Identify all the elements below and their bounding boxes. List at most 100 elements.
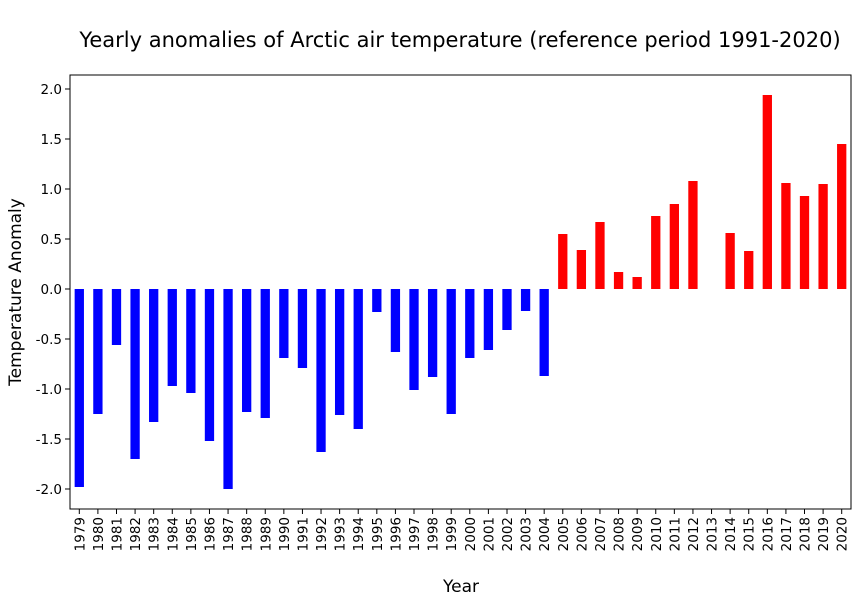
bar-1985 <box>186 289 196 393</box>
bar-1988 <box>242 289 252 412</box>
x-tick-label: 1985 <box>184 517 200 551</box>
bar-1994 <box>353 289 363 429</box>
bar-1986 <box>204 289 215 441</box>
bar-2015 <box>744 251 754 289</box>
x-tick-label: 1982 <box>128 517 144 551</box>
x-tick-label: 1996 <box>388 517 404 551</box>
x-tick-label: 1990 <box>277 517 293 551</box>
bar-2018 <box>799 196 810 289</box>
bar-1987 <box>223 289 233 489</box>
x-tick-label: 1988 <box>240 517 256 551</box>
x-tick-label: 2006 <box>574 517 590 551</box>
x-tick-label: 1995 <box>370 517 386 551</box>
plot-frame <box>69 74 852 510</box>
bar-1981 <box>111 289 122 345</box>
bar-2001 <box>483 289 494 350</box>
y-ticks-group: -2.0 -1.5 -1.0 -0.5 0.0 0.5 1.0 1.5 2.0 <box>36 82 70 498</box>
bar-1991 <box>297 289 308 368</box>
bar-1984 <box>167 289 177 386</box>
bar-2003 <box>520 289 531 311</box>
bar-1993 <box>334 289 345 415</box>
y-tick-label: 1.0 <box>41 182 62 198</box>
x-tick-label: 1993 <box>333 517 349 551</box>
x-tick-label: 1984 <box>165 517 181 551</box>
bar-2002 <box>502 289 512 330</box>
x-tick-label: 2009 <box>630 517 646 551</box>
x-tick-label: 1992 <box>314 517 330 551</box>
bar-1999 <box>446 289 456 414</box>
bar-2008 <box>613 272 624 289</box>
x-tick-label: 2001 <box>481 517 497 551</box>
x-ticks-group: 1979 1980 1981 1982 1983 1984 1985 1986 1987 1988… <box>72 509 851 551</box>
bar-2019 <box>818 184 828 289</box>
bar-2011 <box>669 204 679 289</box>
bar-1980 <box>93 289 103 414</box>
x-tick-label: 2012 <box>686 517 702 551</box>
bar-2020 <box>837 144 847 289</box>
bar-1997 <box>409 289 419 390</box>
x-tick-label: 2013 <box>705 517 721 551</box>
chart-title: Yearly anomalies of Arctic air temperatu… <box>78 28 840 52</box>
x-tick-label: 2017 <box>779 517 795 551</box>
bar-2000 <box>465 289 475 358</box>
bar-2012 <box>688 181 698 289</box>
x-axis-label: Year <box>442 577 479 597</box>
x-tick-label: 2005 <box>556 517 572 551</box>
y-tick-label: 0.0 <box>41 282 62 298</box>
bar-2017 <box>781 183 791 289</box>
bar-1996 <box>390 289 401 352</box>
y-tick-label: -1.0 <box>36 382 62 398</box>
y-tick-label: -0.5 <box>36 332 62 348</box>
x-tick-label: 1997 <box>407 517 423 551</box>
bar-1989 <box>260 289 270 418</box>
x-tick-label: 2019 <box>816 517 832 551</box>
bar-2007 <box>595 222 605 289</box>
bar-2010 <box>651 216 661 289</box>
x-tick-label: 1989 <box>258 517 274 551</box>
bar-1982 <box>130 289 140 459</box>
x-tick-label: 2004 <box>537 517 553 551</box>
bar-1995 <box>372 289 382 312</box>
x-tick-label: 2020 <box>835 517 851 551</box>
bar-1998 <box>427 289 438 377</box>
x-tick-label: 1994 <box>351 517 367 551</box>
x-tick-label: 1991 <box>295 517 311 551</box>
bars-group <box>74 95 847 489</box>
x-tick-label: 2000 <box>463 517 479 551</box>
x-tick-label: 2007 <box>593 517 609 551</box>
y-tick-label: 2.0 <box>41 82 62 98</box>
x-tick-label: 1980 <box>91 517 107 551</box>
bar-2009 <box>632 277 642 289</box>
bar-2005 <box>558 234 568 289</box>
bar-2004 <box>539 289 549 376</box>
bar-2016 <box>762 95 772 289</box>
x-tick-label: 1998 <box>426 517 442 551</box>
y-tick-label: -1.5 <box>36 432 62 448</box>
y-tick-label: -2.0 <box>36 482 62 498</box>
bar-1990 <box>279 289 289 358</box>
x-tick-label: 1987 <box>221 517 237 551</box>
y-axis-label: Temperature Anomaly <box>6 198 26 387</box>
x-tick-label: 2003 <box>519 517 535 551</box>
x-tick-label: 2010 <box>649 517 665 551</box>
x-tick-label: 2018 <box>798 517 814 551</box>
x-tick-label: 1979 <box>72 517 88 551</box>
x-tick-label: 2015 <box>742 517 758 551</box>
x-tick-label: 2008 <box>612 517 628 551</box>
x-tick-label: 2014 <box>723 517 739 551</box>
x-tick-label: 2002 <box>500 517 516 551</box>
bar-2006 <box>576 250 587 289</box>
bar-2014 <box>725 233 735 289</box>
x-tick-label: 1999 <box>444 517 460 551</box>
bar-1983 <box>149 289 159 422</box>
bar-1992 <box>316 289 326 452</box>
y-tick-label: 0.5 <box>41 232 62 248</box>
x-tick-label: 2011 <box>667 517 683 551</box>
x-tick-label: 1981 <box>109 517 125 551</box>
bar-1979 <box>74 289 84 487</box>
y-tick-label: 1.5 <box>41 132 62 148</box>
x-tick-label: 2016 <box>760 517 776 551</box>
x-tick-label: 1986 <box>202 517 218 551</box>
x-tick-label: 1983 <box>147 517 163 551</box>
